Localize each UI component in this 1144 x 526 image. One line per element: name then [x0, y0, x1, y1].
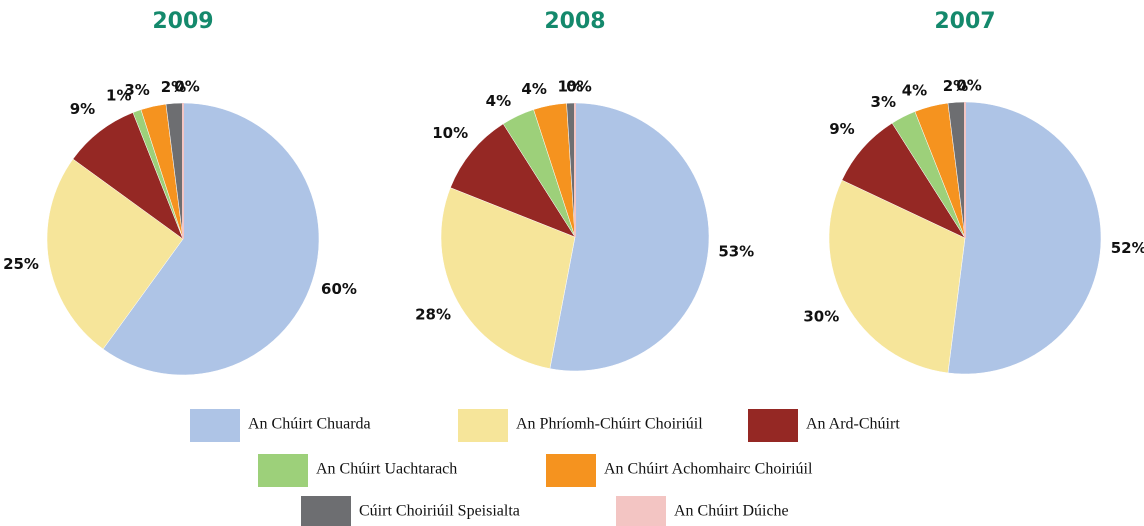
- data-label: 1%: [558, 78, 583, 96]
- legend-swatch: [301, 496, 351, 526]
- legend-label: An Phríomh-Chúirt Choiriúil: [516, 416, 703, 433]
- data-label: 10%: [432, 124, 468, 142]
- data-label: 3%: [871, 93, 896, 111]
- legend-label: Cúirt Choiriúil Speisialta: [359, 503, 520, 520]
- data-label: 52%: [1111, 239, 1144, 257]
- legend-swatch: [258, 454, 308, 487]
- data-label: 28%: [415, 306, 451, 324]
- data-label: 30%: [803, 308, 839, 326]
- pie-slice: [450, 123, 576, 238]
- pie-slice: [46, 158, 184, 350]
- data-label: 9%: [829, 120, 854, 138]
- pie-slice: [947, 101, 1102, 375]
- data-label: 4%: [902, 81, 927, 99]
- pie-slice: [828, 179, 966, 374]
- chart-title: 2008: [544, 9, 605, 34]
- legend-label: An Chúirt Chuarda: [248, 416, 371, 433]
- legend-label: An Chúirt Achomhairc Choiriúil: [604, 461, 813, 478]
- pie-slice: [102, 102, 320, 376]
- data-label: 2%: [943, 77, 968, 95]
- legend-label: An Chúirt Dúiche: [674, 503, 789, 520]
- data-label: 0%: [956, 77, 981, 95]
- data-label: 25%: [3, 255, 39, 273]
- pie-slice: [440, 187, 576, 369]
- data-label: 4%: [521, 80, 546, 98]
- data-label: 60%: [321, 280, 357, 298]
- chart-title: 2007: [934, 9, 995, 34]
- data-label: 4%: [486, 92, 511, 110]
- legend-label: An Ard-Chúirt: [806, 416, 900, 433]
- data-label: 9%: [70, 100, 95, 118]
- chart-title: 2009: [152, 9, 213, 34]
- legend-swatch: [616, 496, 666, 526]
- legend-swatch: [546, 454, 596, 487]
- legend-label: An Chúirt Uachtarach: [316, 461, 457, 478]
- legend-swatch: [190, 409, 240, 442]
- data-label: 3%: [124, 81, 149, 99]
- data-label: 1%: [106, 86, 131, 104]
- pie-slice: [549, 102, 710, 372]
- data-label: 0%: [174, 78, 199, 96]
- data-label: 0%: [566, 78, 591, 96]
- data-label: 2%: [161, 78, 186, 96]
- data-label: 53%: [718, 243, 754, 261]
- legend-swatch: [458, 409, 508, 442]
- legend-swatch: [748, 409, 798, 442]
